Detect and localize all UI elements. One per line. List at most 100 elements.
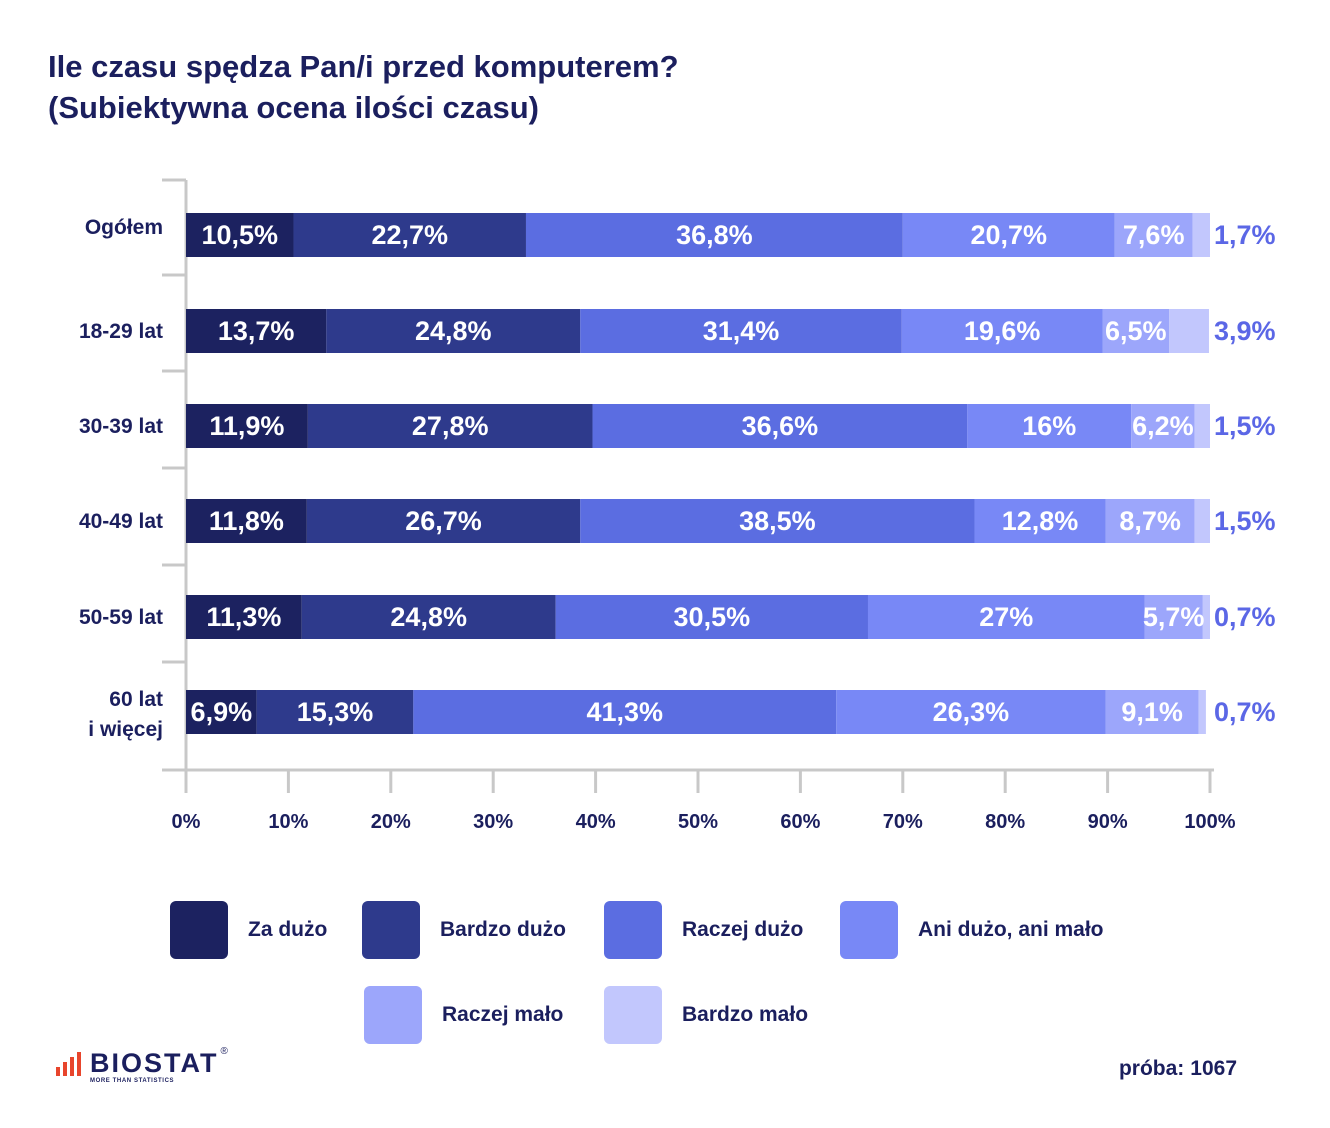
data-label: 11,8% bbox=[209, 506, 284, 536]
bar-raczej-duzo-18-29-lat bbox=[580, 309, 902, 353]
bar-bardzo-duzo-50-59-lat bbox=[301, 595, 556, 639]
legend-swatch-bardzo-malo bbox=[604, 986, 662, 1044]
sample-size-label: próba: bbox=[1118, 1057, 1185, 1080]
x-tick-label: 60% bbox=[780, 811, 820, 833]
bar-raczej-duzo-30-39-lat bbox=[592, 404, 968, 448]
legend-swatch-raczej-duzo bbox=[604, 901, 662, 959]
sample-size-value: 1067 bbox=[1190, 1057, 1237, 1080]
bar-raczej-malo-ogolem bbox=[1114, 213, 1193, 257]
x-tick-label: 90% bbox=[1088, 811, 1128, 833]
legend-label-bardzo-duzo: Bardzo dużo bbox=[440, 918, 566, 941]
bar-bardzo-malo-ogolem bbox=[1192, 213, 1210, 257]
logo-wordmark: BIOSTAT bbox=[90, 1048, 219, 1078]
x-tick-label: 20% bbox=[371, 811, 411, 833]
legend-label-raczej-duzo: Raczej dużo bbox=[682, 918, 804, 941]
legend-swatch-ani-duzo-ani-malo bbox=[840, 901, 898, 959]
chart-title: Ile czasu spędza Pan/i przed komputerem?… bbox=[48, 46, 679, 128]
x-tick-label: 100% bbox=[1184, 811, 1235, 833]
sample-size: próba: 1067 bbox=[1119, 1057, 1237, 1081]
bar-bardzo-malo-50-59-lat bbox=[1202, 595, 1210, 639]
data-label: 8,7% bbox=[1119, 506, 1181, 536]
bar-za-duzo-60-lat-i-wiecej bbox=[186, 690, 257, 734]
bar-ani-duzo-ani-malo-30-39-lat bbox=[967, 404, 1132, 448]
bar-raczej-malo-50-59-lat bbox=[1144, 595, 1203, 639]
data-label: 19,6% bbox=[964, 316, 1041, 346]
data-label: 9,1% bbox=[1121, 697, 1183, 727]
legend-item-raczej-duzo: Raczej dużo bbox=[604, 901, 803, 959]
legend-item-raczej-malo: Raczej mało bbox=[364, 986, 563, 1044]
bar-raczej-duzo-50-59-lat bbox=[555, 595, 868, 639]
category-label: 30-39 lat bbox=[79, 415, 163, 438]
legend-swatch-raczej-malo bbox=[364, 986, 422, 1044]
logo-tagline: MORE THAN STATISTICS bbox=[90, 1078, 175, 1084]
category-label: 18-29 lat bbox=[79, 320, 163, 343]
bar-bardzo-duzo-60-lat-i-wiecej bbox=[256, 690, 414, 734]
legend-label-bardzo-malo: Bardzo mało bbox=[682, 1003, 809, 1026]
bar-raczej-duzo-40-49-lat bbox=[580, 499, 975, 543]
data-label-outside: 1,5% bbox=[1214, 506, 1276, 536]
category-label: Ogółem bbox=[85, 216, 163, 239]
legend-item-za-duzo: Za dużo bbox=[170, 901, 327, 959]
data-label: 36,6% bbox=[742, 411, 819, 441]
data-label: 26,7% bbox=[405, 506, 482, 536]
legend-item-ani-duzo-ani-malo: Ani dużo, ani mało bbox=[840, 901, 1104, 959]
category-label: 40-49 lat bbox=[79, 510, 163, 533]
data-label-outside: 0,7% bbox=[1214, 602, 1276, 632]
biostat-logo: BIOSTAT MORE THAN STATISTICS ® bbox=[56, 1046, 228, 1084]
x-tick-label: 50% bbox=[678, 811, 718, 833]
data-label: 11,3% bbox=[206, 602, 281, 632]
bar-bardzo-duzo-30-39-lat bbox=[307, 404, 593, 448]
chart-title-line-1: Ile czasu spędza Pan/i przed komputerem? bbox=[48, 49, 679, 84]
data-label-outside: 0,7% bbox=[1214, 697, 1276, 727]
bar-ani-duzo-ani-malo-60-lat-i-wiecej bbox=[836, 690, 1106, 734]
bar-bardzo-duzo-ogolem bbox=[293, 213, 526, 257]
bar-raczej-duzo-60-lat-i-wiecej bbox=[413, 690, 837, 734]
bar-raczej-malo-18-29-lat bbox=[1102, 309, 1170, 353]
data-label: 11,9% bbox=[209, 411, 284, 441]
data-label: 41,3% bbox=[587, 697, 664, 727]
data-label: 31,4% bbox=[703, 316, 780, 346]
data-label: 30,5% bbox=[674, 602, 751, 632]
data-label: 20,7% bbox=[971, 220, 1048, 250]
data-label: 27,8% bbox=[412, 411, 489, 441]
data-label: 12,8% bbox=[1002, 506, 1079, 536]
data-label: 6,2% bbox=[1132, 411, 1194, 441]
bar-bardzo-duzo-40-49-lat bbox=[306, 499, 581, 543]
bar-za-duzo-ogolem bbox=[186, 213, 294, 257]
data-label: 6,9% bbox=[191, 697, 253, 727]
bar-raczej-malo-60-lat-i-wiecej bbox=[1105, 690, 1199, 734]
data-label: 5,7% bbox=[1143, 602, 1205, 632]
logo-registered-mark: ® bbox=[220, 1046, 228, 1057]
bar-za-duzo-18-29-lat bbox=[186, 309, 327, 353]
legend-swatch-bardzo-duzo bbox=[362, 901, 420, 959]
data-label: 36,8% bbox=[676, 220, 753, 250]
bar-ani-duzo-ani-malo-18-29-lat bbox=[901, 309, 1103, 353]
bar-za-duzo-50-59-lat bbox=[186, 595, 302, 639]
x-tick-label: 70% bbox=[883, 811, 923, 833]
x-tick-label: 80% bbox=[985, 811, 1025, 833]
bar-bardzo-malo-40-49-lat bbox=[1194, 499, 1210, 543]
bar-raczej-malo-40-49-lat bbox=[1105, 499, 1195, 543]
legend-label-za-duzo: Za dużo bbox=[248, 918, 328, 941]
x-tick-label: 10% bbox=[268, 811, 308, 833]
x-tick-label: 30% bbox=[473, 811, 513, 833]
data-label: 13,7% bbox=[218, 316, 295, 346]
bar-bardzo-malo-30-39-lat bbox=[1194, 404, 1210, 448]
bar-za-duzo-40-49-lat bbox=[186, 499, 307, 543]
bar-bardzo-malo-18-29-lat bbox=[1169, 309, 1209, 353]
bar-ani-duzo-ani-malo-40-49-lat bbox=[974, 499, 1106, 543]
data-label: 26,3% bbox=[933, 697, 1010, 727]
bar-raczej-duzo-ogolem bbox=[525, 213, 903, 257]
bar-bardzo-duzo-18-29-lat bbox=[326, 309, 581, 353]
legend-swatch-za-duzo bbox=[170, 901, 228, 959]
legend-label-ani-duzo-ani-malo: Ani dużo, ani mało bbox=[918, 918, 1104, 941]
data-label-outside: 1,7% bbox=[1214, 220, 1276, 250]
bar-ani-duzo-ani-malo-ogolem bbox=[902, 213, 1115, 257]
legend-item-bardzo-malo: Bardzo mało bbox=[604, 986, 808, 1044]
chart-title-line-2: (Subiektywna ocena ilości czasu) bbox=[48, 90, 539, 125]
x-tick-label: 0% bbox=[172, 811, 201, 833]
data-label: 16% bbox=[1022, 411, 1076, 441]
x-tick-label: 40% bbox=[576, 811, 616, 833]
data-label: 27% bbox=[979, 602, 1033, 632]
